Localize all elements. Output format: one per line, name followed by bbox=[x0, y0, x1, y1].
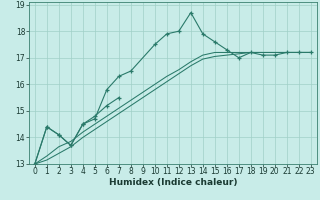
X-axis label: Humidex (Indice chaleur): Humidex (Indice chaleur) bbox=[108, 178, 237, 187]
